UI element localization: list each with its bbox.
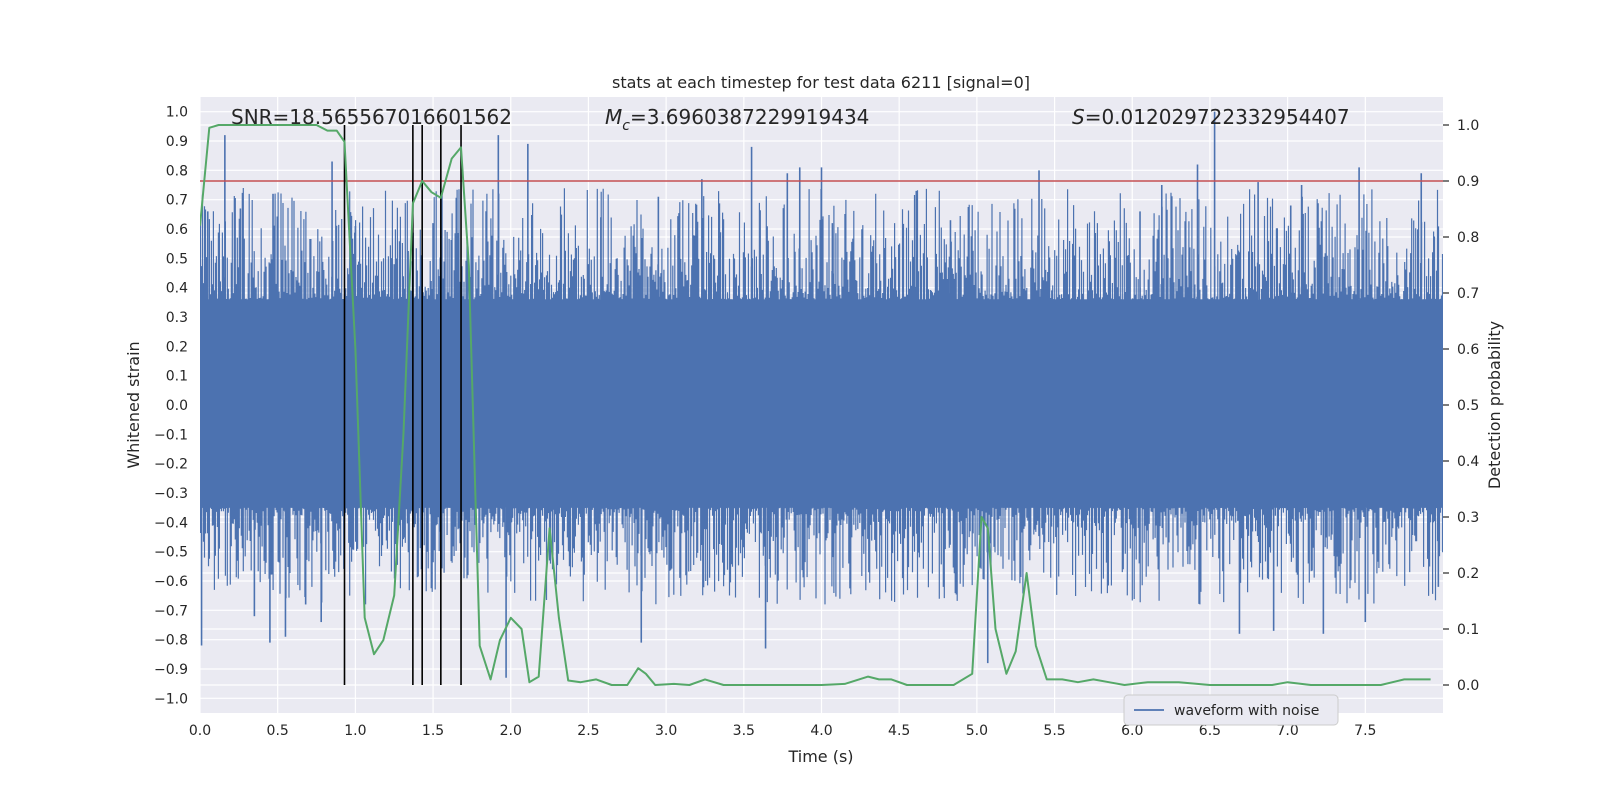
vertical-markers [343, 125, 462, 685]
y-tick-label-left: 0.8 [166, 163, 188, 179]
y-tick-label-left: 0.6 [166, 222, 188, 238]
y-tick-label-right: 0.5 [1457, 398, 1479, 414]
probability-series-group [200, 124, 1431, 686]
y-tick-label-right: 0.4 [1457, 454, 1479, 470]
y-tick-label-left: −1.0 [154, 691, 188, 707]
chirp-mass-annotation: Mc=3.6960387229919434 [605, 105, 869, 134]
legend: waveform with noise [1123, 694, 1339, 726]
y-tick-label-left: 0.3 [166, 310, 188, 326]
y-tick-label-left: 0.0 [166, 398, 188, 414]
y-tick-label-left: 0.1 [166, 369, 188, 385]
detection-probability-line [200, 124, 1431, 686]
waveform-noise-texture [200, 188, 1443, 605]
chirp-mass-value: =3.6960387229919434 [630, 105, 869, 129]
y-tick-label-left: 0.7 [166, 193, 188, 209]
y-axis-label-left: Whitened strain [124, 341, 143, 468]
s-value: =0.012029722332954407 [1085, 105, 1350, 129]
y-tick-label-right: 0.1 [1457, 622, 1479, 638]
y-tick-label-left: −0.3 [154, 486, 188, 502]
y-tick-label-right: 0.0 [1457, 678, 1479, 694]
x-tick-label: 7.5 [1354, 723, 1376, 739]
x-tick-label: 0.0 [189, 723, 211, 739]
y-tick-label-left: 0.4 [166, 281, 188, 297]
x-tick-label: 4.0 [810, 723, 832, 739]
y-tick-label-left: 1.0 [166, 105, 188, 121]
s-annotation: S=0.012029722332954407 [1072, 105, 1350, 129]
y-axis-label-right: Detection probability [1485, 321, 1504, 489]
x-tick-label: 2.0 [500, 723, 522, 739]
y-tick-label-left: −0.4 [154, 515, 188, 531]
y-tick-label-right: 0.2 [1457, 566, 1479, 582]
y-tick-label-right: 0.9 [1457, 174, 1479, 190]
y-tick-label-right: 0.3 [1457, 510, 1479, 526]
y-tick-label-right: 0.6 [1457, 342, 1479, 358]
x-tick-label: 5.0 [966, 723, 988, 739]
s-symbol: S [1072, 105, 1085, 129]
x-tick-label: 2.5 [577, 723, 599, 739]
x-tick-label: 6.0 [1121, 723, 1143, 739]
y-tick-label-left: 0.2 [166, 339, 188, 355]
x-tick-label: 0.5 [267, 723, 289, 739]
ticks: 0.0 0.5 1.0 1.5 2.0 2.5 3.0 3.5 4.0 4.5 5.0 5.5 6.0 6… [154, 105, 1479, 739]
chirp-mass-symbol: M [605, 105, 622, 129]
y-tick-label-right: 1.0 [1457, 118, 1479, 134]
y-tick-label-left: −0.1 [154, 427, 188, 443]
x-tick-label: 1.5 [422, 723, 444, 739]
x-tick-label: 3.0 [655, 723, 677, 739]
y-tick-label-left: −0.2 [154, 457, 188, 473]
y-tick-label-left: −0.5 [154, 545, 188, 561]
y-tick-label-right: 0.7 [1457, 286, 1479, 302]
x-tick-label: 4.5 [888, 723, 910, 739]
legend-box [1123, 694, 1339, 726]
legend-label: waveform with noise [1174, 703, 1319, 719]
x-tick-label: 5.5 [1043, 723, 1065, 739]
x-tick-label: 3.5 [733, 723, 755, 739]
y-tick-label-left: −0.7 [154, 603, 188, 619]
snr-annotation: SNR=18.565567016601562 [231, 105, 512, 129]
y-tick-label-right: 0.8 [1457, 230, 1479, 246]
x-tick-label: 7.0 [1276, 723, 1298, 739]
y-tick-label-left: 0.9 [166, 134, 188, 150]
x-axis-label: Time (s) [787, 747, 853, 766]
x-tick-label: 1.0 [344, 723, 366, 739]
chart-title: stats at each timestep for test data 621… [612, 73, 1030, 92]
y-tick-label-left: −0.9 [154, 662, 188, 678]
y-tick-label-left: 0.5 [166, 251, 188, 267]
x-tick-label: 6.5 [1199, 723, 1221, 739]
y-tick-label-left: −0.6 [154, 574, 188, 590]
y-tick-label-left: −0.8 [154, 633, 188, 649]
chirp-mass-subscript: c [622, 118, 630, 134]
